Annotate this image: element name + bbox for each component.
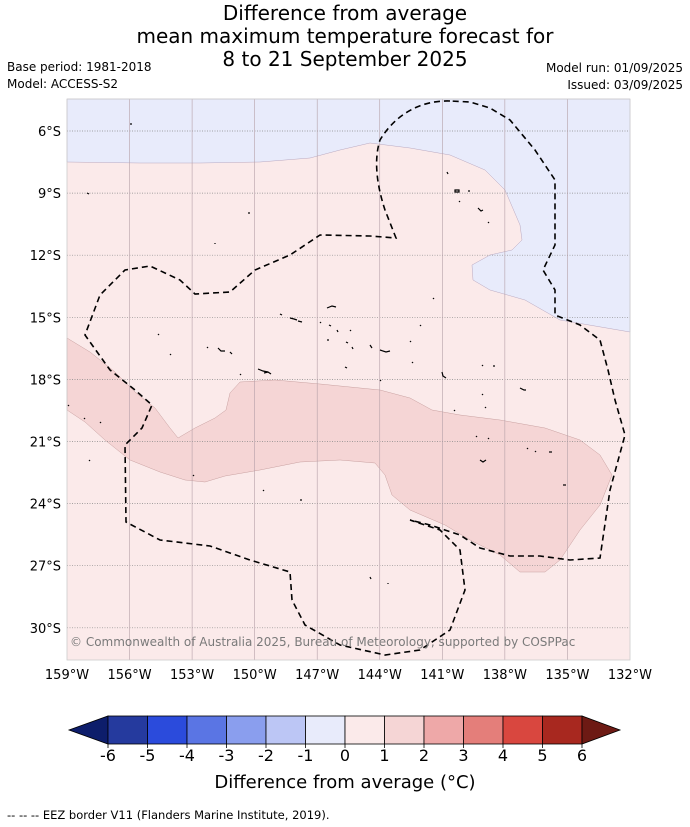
colorbar-bin [186, 715, 227, 745]
colorbar-tick-label: -1 [298, 746, 314, 765]
colorbar-bin [463, 715, 504, 745]
colorbar-tick-label: -2 [258, 746, 274, 765]
lat-label: 12°S [30, 249, 61, 264]
islands [67, 123, 566, 584]
title-line-3: 8 to 21 September 2025 [222, 47, 468, 71]
lon-label: 147°W [295, 668, 339, 683]
lat-label: 21°S [30, 436, 61, 451]
colorbar-title: Difference from average (°C) [214, 772, 476, 793]
base-period: Base period: 1981-2018 [7, 60, 152, 74]
longitude-labels: 159°W 156°W 153°W 150°W 147°W 144°W 141°W 138°W… [45, 668, 652, 683]
colorbar-bin [147, 715, 188, 745]
region-negative-top [66, 98, 631, 333]
lon-label: 141°W [420, 668, 464, 683]
lon-label: 150°W [233, 668, 277, 683]
colorbar-bin [305, 715, 346, 745]
title-line-2: mean maximum temperature forecast for [136, 24, 554, 48]
meta-right: Model run: 01/09/2025 Issued: 03/09/2025 [546, 60, 683, 94]
meta-left: Base period: 1981-2018 Model: ACCESS-S2 [7, 59, 152, 93]
colorbar-extend-high [581, 715, 622, 745]
latitude-labels: 6°S 9°S 12°S 15°S 18°S 21°S 24°S 27°S 30°S [30, 125, 61, 637]
colorbar: -6 -5 -4 -3 -2 -1 0 1 2 3 4 5 6 [67, 715, 622, 765]
colorbar-bin [423, 715, 464, 745]
lat-label: 9°S [38, 187, 61, 202]
colorbar-extend-low [67, 715, 109, 745]
map-frame [66, 98, 631, 661]
lat-label: 6°S [38, 125, 61, 140]
colorbar-tick-label: 6 [577, 746, 587, 765]
credit-text: © Commonwealth of Australia 2025, Bureau… [70, 635, 575, 649]
colorbar-bin [344, 715, 385, 745]
eez-border [84, 100, 626, 656]
lon-label: 153°W [170, 668, 214, 683]
lon-label: 159°W [45, 668, 89, 683]
lon-label: 135°W [545, 668, 589, 683]
colorbar-tick-label: -5 [140, 746, 156, 765]
model-name: Model: ACCESS-S2 [7, 77, 119, 91]
colorbar-bin [384, 715, 425, 745]
colorbar-bin [502, 715, 543, 745]
colorbar-tick-label: -3 [219, 746, 235, 765]
colorbar-tick-label: -4 [179, 746, 195, 765]
colorbar-tick-label: -6 [100, 746, 116, 765]
eez-legend-note: -- -- -- EEZ border V11 (Flanders Marine… [7, 808, 330, 822]
lat-label: 24°S [30, 498, 61, 513]
title-line-1: Difference from average [222, 1, 468, 25]
model-run: Model run: 01/09/2025 [545, 61, 683, 75]
colorbar-tick-label: 1 [379, 746, 389, 765]
colorbar-tick-label: 4 [498, 746, 508, 765]
lat-label: 30°S [30, 622, 61, 637]
lat-label: 18°S [30, 373, 61, 388]
lon-label: 138°W [483, 668, 527, 683]
colorbar-tick-label: 2 [419, 746, 429, 765]
colorbar-bin [226, 715, 267, 745]
region-positive-band [66, 337, 613, 573]
colorbar-tick-label: 5 [537, 746, 547, 765]
lon-label: 156°W [107, 668, 151, 683]
lon-label: 132°W [608, 668, 652, 683]
lat-label: 27°S [30, 560, 61, 575]
lon-label: 144°W [358, 668, 402, 683]
colorbar-bin [542, 715, 583, 745]
colorbar-tick-label: 0 [340, 746, 350, 765]
colorbar-bin [265, 715, 306, 745]
issued-date: Issued: 03/09/2025 [567, 78, 683, 92]
chart-title: Difference from average mean maximum tem… [0, 2, 690, 71]
colorbar-bin [107, 715, 148, 745]
colorbar-tick-label: 3 [458, 746, 468, 765]
gridlines [67, 99, 630, 660]
lat-label: 15°S [30, 311, 61, 326]
